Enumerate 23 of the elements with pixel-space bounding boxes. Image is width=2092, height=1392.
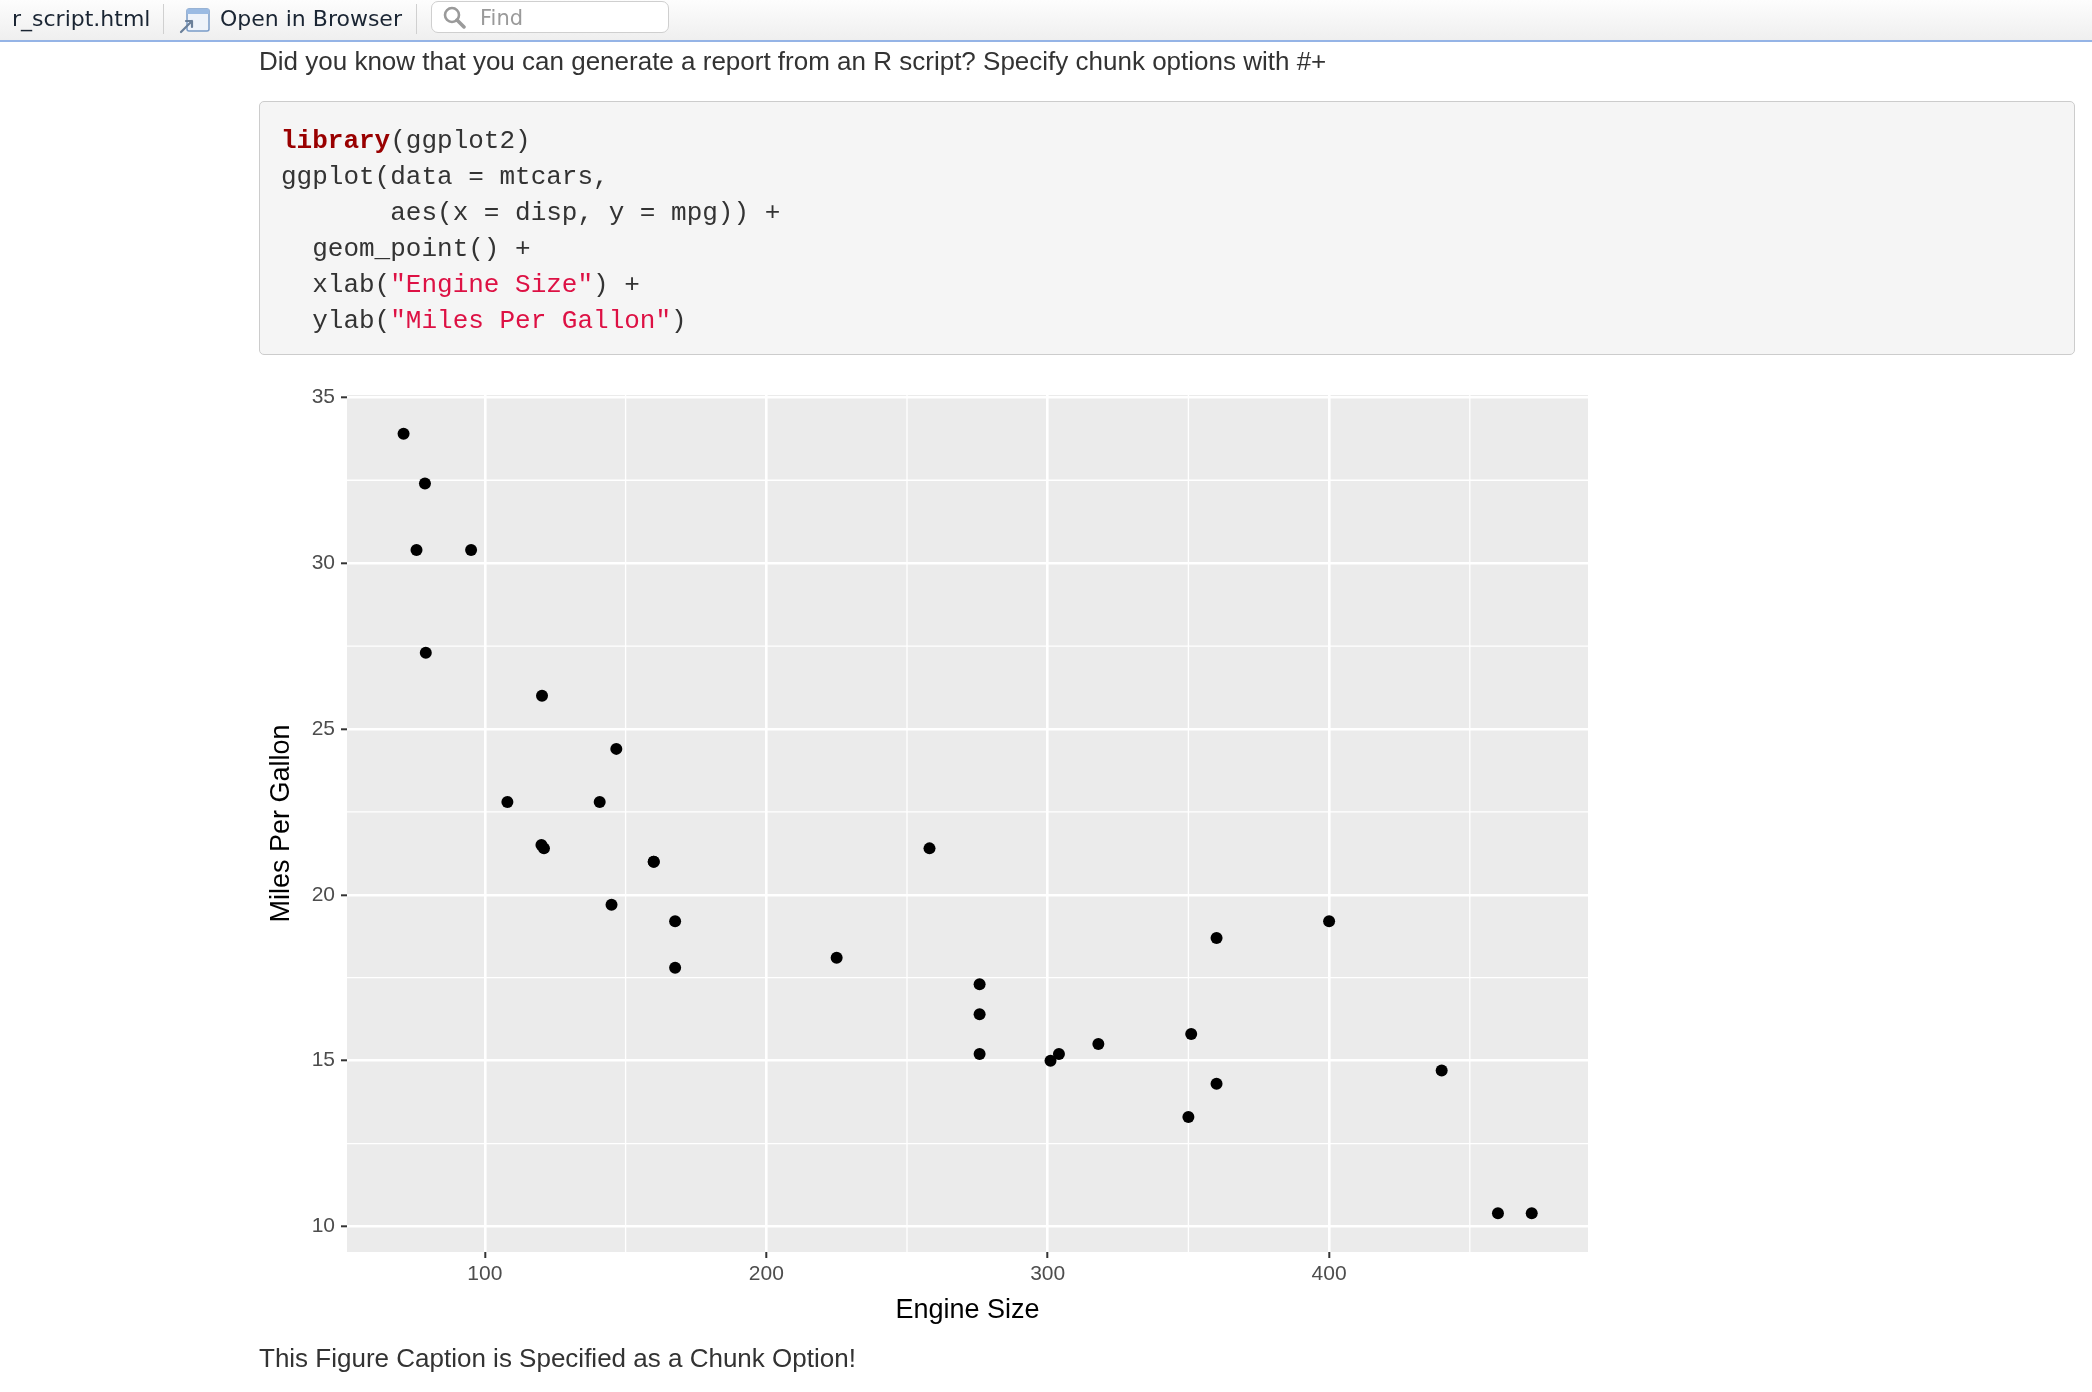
x-tick-label: 300 (1030, 1261, 1066, 1285)
y-tick-label: 25 (311, 715, 335, 739)
text: ylab("Miles Per Gallon") (311, 305, 688, 338)
text: xlab("Engine Size") + (311, 269, 641, 302)
text: geom_point() + (311, 233, 532, 266)
text: Did you know that you can generate a report from an R script? Specify chunk options with #+ (259, 46, 1327, 76)
y-tick-label: 30 (311, 549, 335, 573)
x-tick-label: 400 (1311, 1261, 1347, 1285)
y-tick-label: 10 (311, 1213, 335, 1237)
text: r_script.html (12, 5, 151, 33)
x-axis-title: Engine Size (895, 1294, 1040, 1325)
y-tick-label: 20 (311, 881, 335, 905)
text: ggplot(data = mtcars, (281, 161, 610, 194)
x-tick-label: 200 (748, 1261, 784, 1285)
search-field: Find (431, 1, 669, 33)
x-tick-label: 100 (467, 1261, 503, 1285)
y-axis-title: Miles Per Gallon (264, 724, 295, 923)
y-tick-label: 35 (311, 384, 335, 408)
text: Open in Browser (220, 5, 402, 33)
text: This Figure Caption is Specified as a Chunk Option! (259, 1343, 856, 1373)
text: library(ggplot2) (281, 125, 532, 158)
y-tick-label: 15 (311, 1047, 335, 1071)
text: aes(x = disp, y = mpg)) + (389, 197, 781, 230)
